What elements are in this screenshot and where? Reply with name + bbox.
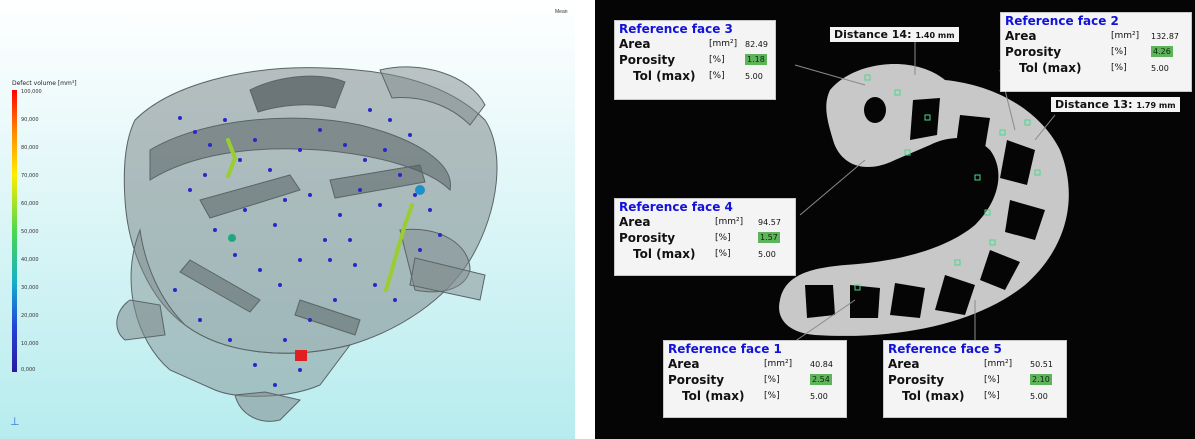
area-unit: [mm²]: [709, 39, 738, 49]
tolerance-unit: [%]: [715, 249, 731, 259]
distance-name: Distance 14:: [834, 28, 912, 41]
porosity-unit: [%]: [715, 233, 731, 243]
porosity-unit: [%]: [709, 55, 725, 65]
tolerance-label: Tol (max): [682, 389, 745, 403]
area-label: Area: [888, 357, 920, 371]
legend-tick: 10,000: [21, 341, 39, 347]
area-label: Area: [619, 215, 651, 229]
reference-face-2-box: Reference face 2 Area [mm²] 132.87 Porosit…: [1000, 12, 1192, 92]
reference-face-title: Reference face 1: [668, 342, 782, 356]
tolerance-label: Tol (max): [902, 389, 965, 403]
legend-tick: 60,000: [21, 201, 39, 207]
tolerance-value: 5.00: [758, 250, 776, 259]
reference-face-1-box: Reference face 1 Area [mm²] 40.84 Porosity…: [663, 340, 847, 418]
ct-slice-image: [774, 42, 1069, 356]
area-value: 94.57: [758, 218, 781, 227]
area-value: 82.49: [745, 40, 768, 49]
legend-tick: 90,000: [21, 117, 39, 123]
legend-tick: 30,000: [21, 285, 39, 291]
reference-face-title: Reference face 2: [1005, 14, 1119, 28]
area-label: Area: [668, 357, 700, 371]
porosity-label: Porosity: [1005, 45, 1062, 59]
legend-tick: 70,000: [21, 173, 39, 179]
distance-value: 1.40 mm: [915, 31, 955, 40]
axis-orientation-icon: ⊥: [10, 416, 20, 428]
color-scale-bar: [12, 90, 17, 372]
casting-model: [116, 66, 498, 422]
porosity-label: Porosity: [888, 373, 945, 387]
porosity-value: 1.18: [745, 54, 767, 65]
legend-title: Defect volume [mm³]: [12, 80, 77, 87]
porosity-3d-view[interactable]: Defect volume [mm³] 100,000 90,000 80,00…: [0, 0, 575, 439]
reference-face-3-box: Reference face 3 Area [mm²] 82.49 Porosity…: [614, 20, 776, 100]
porosity-value: 2.54: [810, 374, 832, 385]
porosity-unit: [%]: [984, 375, 1000, 385]
porosity-value: 2.10: [1030, 374, 1052, 385]
porosity-unit: [%]: [764, 375, 780, 385]
area-value: 50.51: [1030, 360, 1053, 369]
porosity-label: Porosity: [619, 231, 676, 245]
reference-face-4-box: Reference face 4 Area [mm²] 94.57 Porosity…: [614, 198, 796, 276]
area-value: 40.84: [810, 360, 833, 369]
porosity-value: 1.57: [758, 232, 780, 243]
distance-14-label: Distance 14: 1.40 mm: [830, 27, 959, 42]
legend-tick: 20,000: [21, 313, 39, 319]
reference-face-title: Reference face 3: [619, 22, 733, 36]
legend-tick: 80,000: [21, 145, 39, 151]
area-value: 132.87: [1151, 32, 1179, 41]
distance-name: Distance 13:: [1055, 98, 1133, 111]
ct-slice-view[interactable]: Reference face 3 Area [mm²] 82.49 Porosity…: [595, 0, 1195, 439]
legend-tick: 40,000: [21, 257, 39, 263]
legend-tick: 100,000: [21, 89, 42, 95]
area-unit: [mm²]: [984, 359, 1013, 369]
reference-face-title: Reference face 4: [619, 200, 733, 214]
distance-value: 1.79 mm: [1136, 101, 1176, 110]
view-tag: Mean: [555, 9, 568, 15]
area-label: Area: [1005, 29, 1037, 43]
porosity-label: Porosity: [668, 373, 725, 387]
tolerance-unit: [%]: [709, 71, 725, 81]
area-label: Area: [619, 37, 651, 51]
reference-face-title: Reference face 5: [888, 342, 1002, 356]
tolerance-value: 5.00: [745, 72, 763, 81]
area-unit: [mm²]: [715, 217, 744, 227]
tolerance-value: 5.00: [1030, 392, 1048, 401]
tolerance-label: Tol (max): [633, 69, 696, 83]
legend-tick: 0,000: [21, 367, 36, 373]
tolerance-value: 5.00: [1151, 64, 1169, 73]
porosity-label: Porosity: [619, 53, 676, 67]
tolerance-unit: [%]: [1111, 63, 1127, 73]
tolerance-unit: [%]: [764, 391, 780, 401]
distance-13-label: Distance 13: 1.79 mm: [1051, 97, 1180, 112]
tolerance-unit: [%]: [984, 391, 1000, 401]
tolerance-label: Tol (max): [1019, 61, 1082, 75]
legend-tick: 50,000: [21, 229, 39, 235]
area-unit: [mm²]: [764, 359, 793, 369]
reference-face-5-box: Reference face 5 Area [mm²] 50.51 Porosity…: [883, 340, 1067, 418]
porosity-value: 4.26: [1151, 46, 1173, 57]
tolerance-value: 5.00: [810, 392, 828, 401]
tolerance-label: Tol (max): [633, 247, 696, 261]
area-unit: [mm²]: [1111, 31, 1140, 41]
porosity-unit: [%]: [1111, 47, 1127, 57]
